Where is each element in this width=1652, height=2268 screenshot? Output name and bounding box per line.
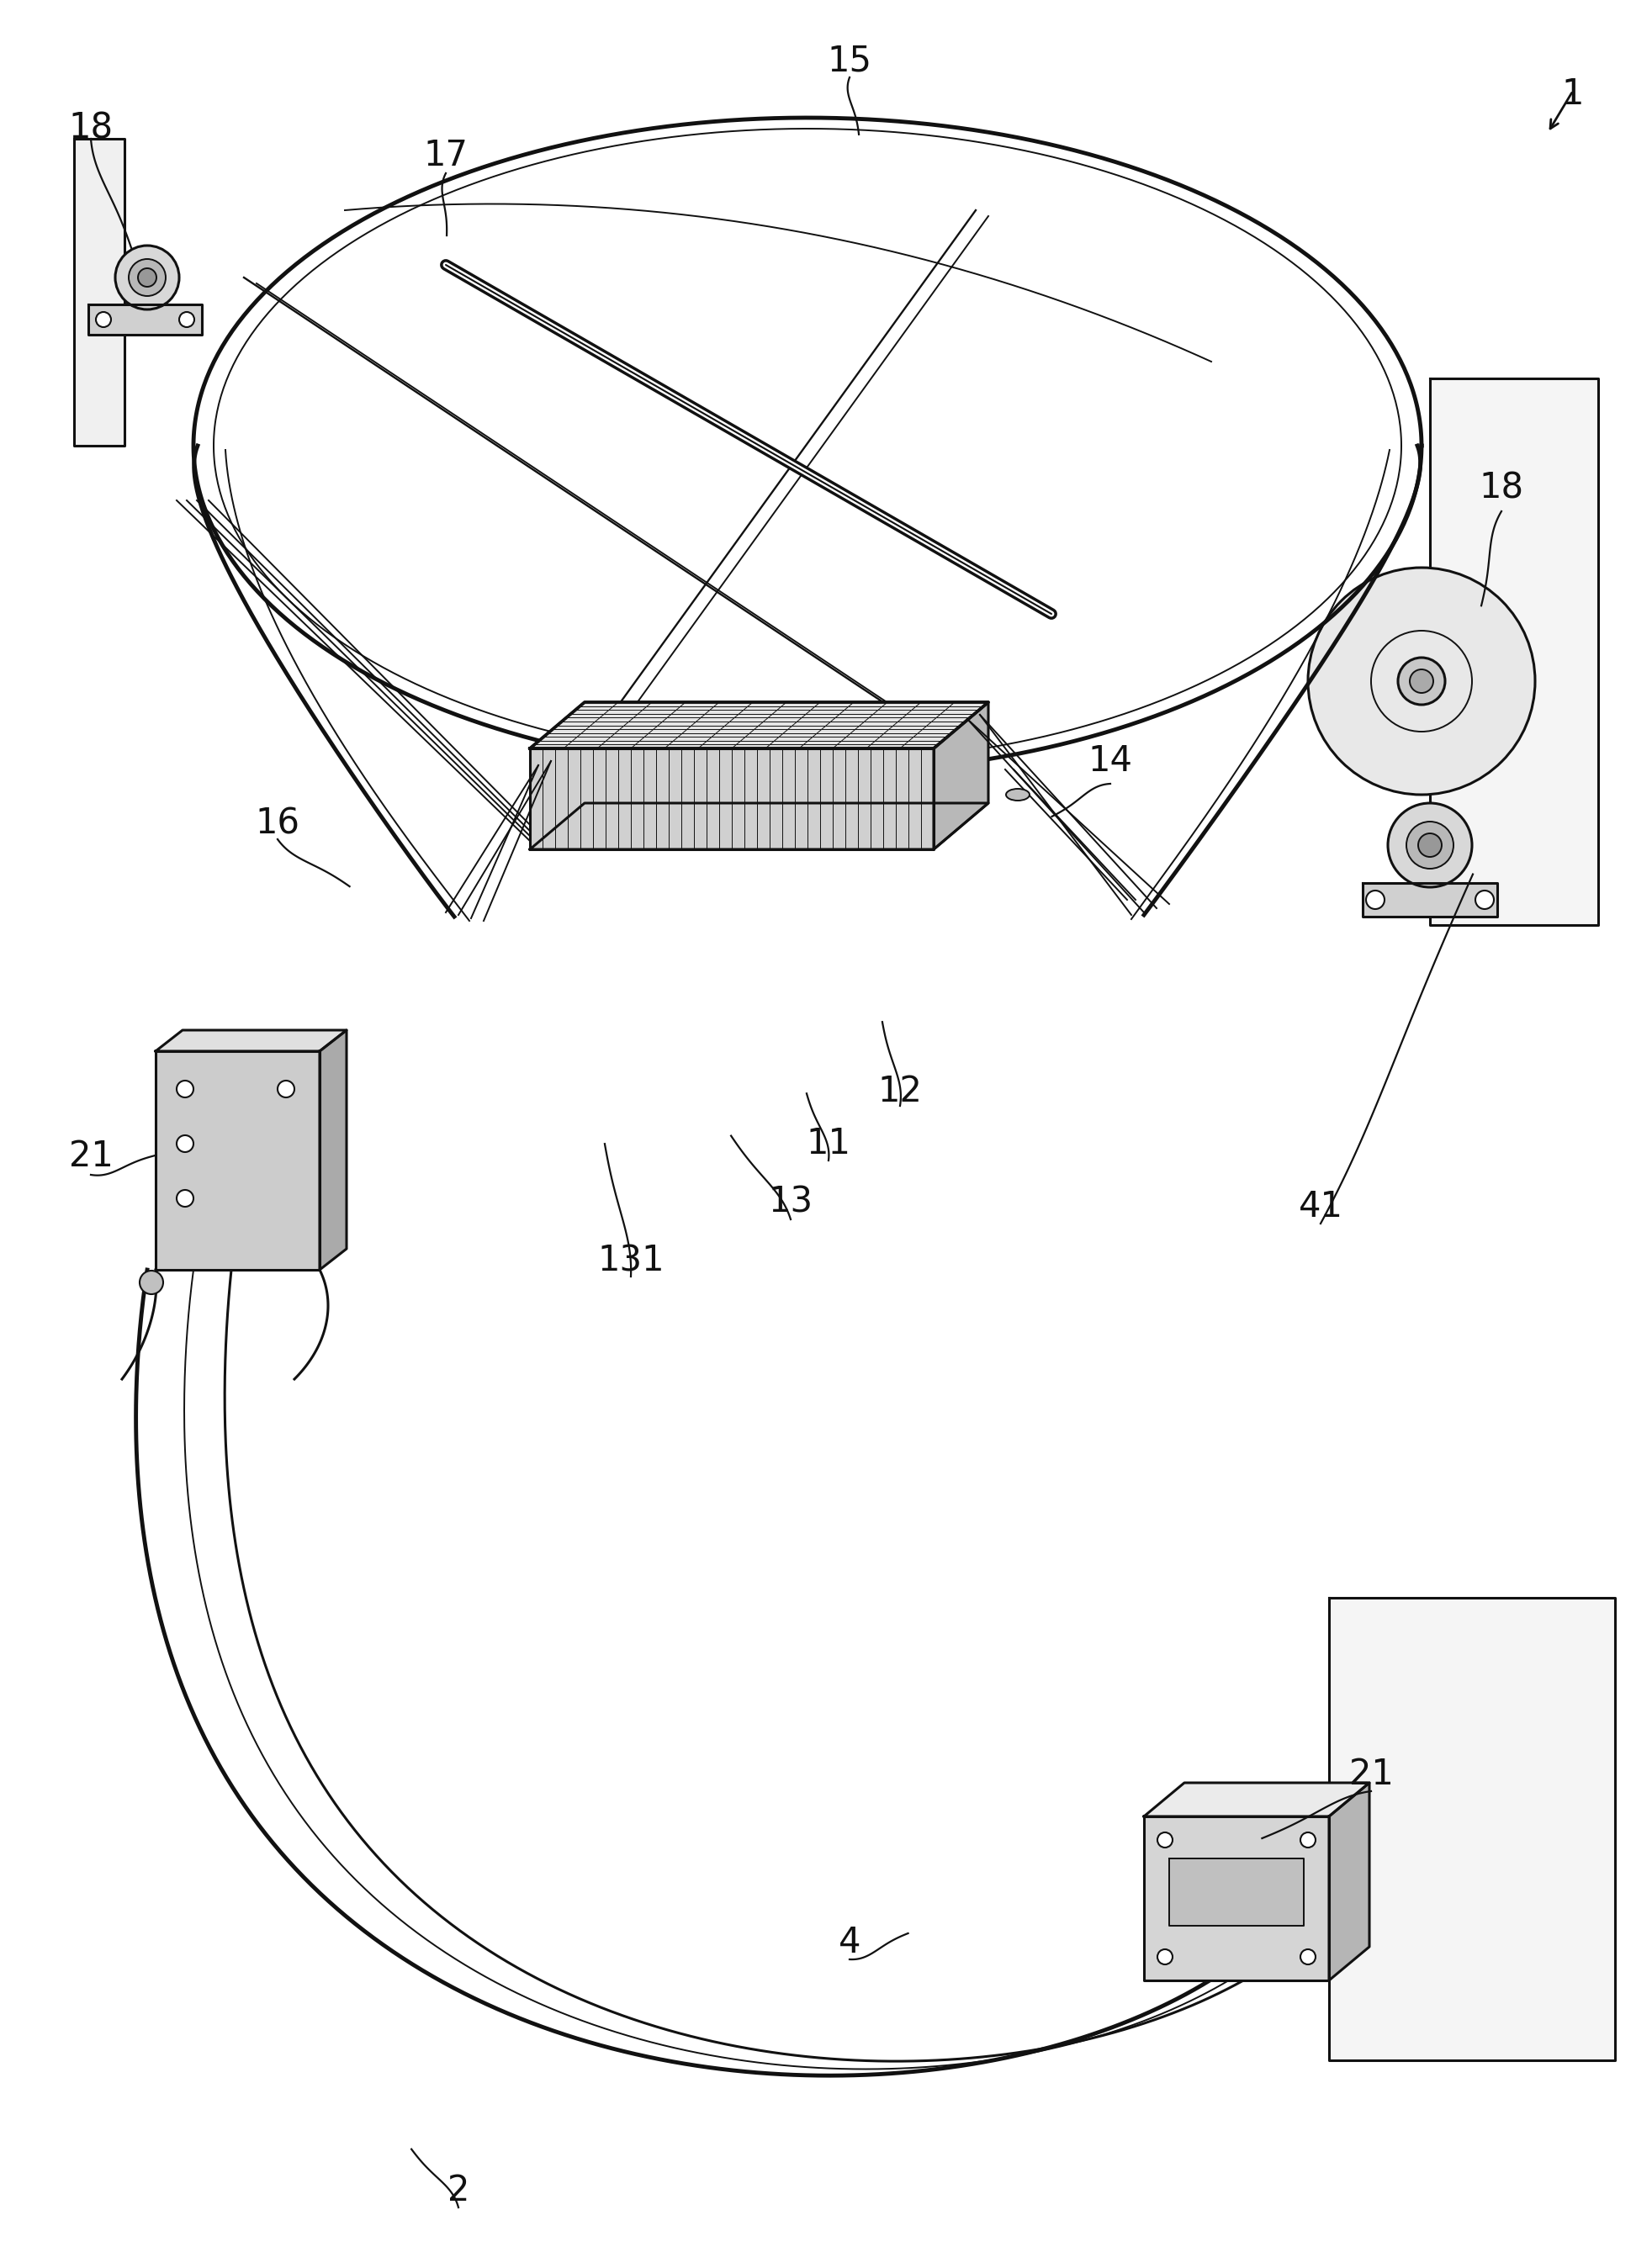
Circle shape bbox=[96, 313, 111, 327]
Circle shape bbox=[1300, 1833, 1315, 1848]
Circle shape bbox=[1388, 803, 1472, 887]
Circle shape bbox=[1475, 891, 1493, 909]
Circle shape bbox=[1409, 669, 1432, 694]
Polygon shape bbox=[88, 304, 202, 336]
Circle shape bbox=[177, 1080, 193, 1098]
Circle shape bbox=[129, 259, 165, 297]
Text: 17: 17 bbox=[423, 138, 468, 172]
Polygon shape bbox=[933, 703, 988, 848]
Ellipse shape bbox=[1006, 789, 1029, 801]
Polygon shape bbox=[1328, 1597, 1614, 2059]
Circle shape bbox=[137, 268, 157, 286]
Polygon shape bbox=[74, 138, 124, 447]
Polygon shape bbox=[1168, 1857, 1303, 1926]
Polygon shape bbox=[530, 803, 988, 848]
Polygon shape bbox=[155, 1030, 347, 1050]
Text: 14: 14 bbox=[1087, 744, 1132, 778]
Circle shape bbox=[1156, 1833, 1171, 1848]
Polygon shape bbox=[155, 1050, 319, 1270]
Text: 12: 12 bbox=[877, 1073, 922, 1109]
Text: 18: 18 bbox=[68, 111, 112, 145]
Text: 1: 1 bbox=[1561, 77, 1583, 111]
Polygon shape bbox=[1361, 882, 1497, 916]
Text: 4: 4 bbox=[838, 1926, 861, 1960]
Circle shape bbox=[177, 1136, 193, 1152]
Text: 15: 15 bbox=[828, 43, 871, 77]
Circle shape bbox=[1398, 658, 1444, 705]
Circle shape bbox=[1417, 832, 1441, 857]
Text: 41: 41 bbox=[1297, 1188, 1341, 1225]
Polygon shape bbox=[1143, 1817, 1328, 1980]
Polygon shape bbox=[530, 703, 988, 748]
Text: 131: 131 bbox=[596, 1243, 664, 1279]
Text: 2: 2 bbox=[448, 2173, 469, 2209]
Circle shape bbox=[1307, 567, 1535, 794]
Text: 21: 21 bbox=[69, 1139, 112, 1175]
Circle shape bbox=[1300, 1948, 1315, 1964]
Polygon shape bbox=[1429, 379, 1597, 925]
Polygon shape bbox=[1328, 1783, 1368, 1980]
Circle shape bbox=[116, 245, 178, 308]
Circle shape bbox=[1156, 1948, 1171, 1964]
Circle shape bbox=[278, 1080, 294, 1098]
Circle shape bbox=[139, 1270, 164, 1295]
Polygon shape bbox=[530, 748, 933, 848]
Text: 13: 13 bbox=[768, 1184, 813, 1220]
Polygon shape bbox=[1143, 1783, 1368, 1817]
Circle shape bbox=[177, 1191, 193, 1207]
Circle shape bbox=[1365, 891, 1384, 909]
Circle shape bbox=[1406, 821, 1452, 869]
Text: 16: 16 bbox=[254, 807, 299, 841]
Polygon shape bbox=[319, 1030, 347, 1270]
Text: 18: 18 bbox=[1479, 469, 1523, 506]
Circle shape bbox=[178, 313, 195, 327]
Text: 11: 11 bbox=[806, 1125, 851, 1161]
Text: 21: 21 bbox=[1348, 1758, 1393, 1792]
